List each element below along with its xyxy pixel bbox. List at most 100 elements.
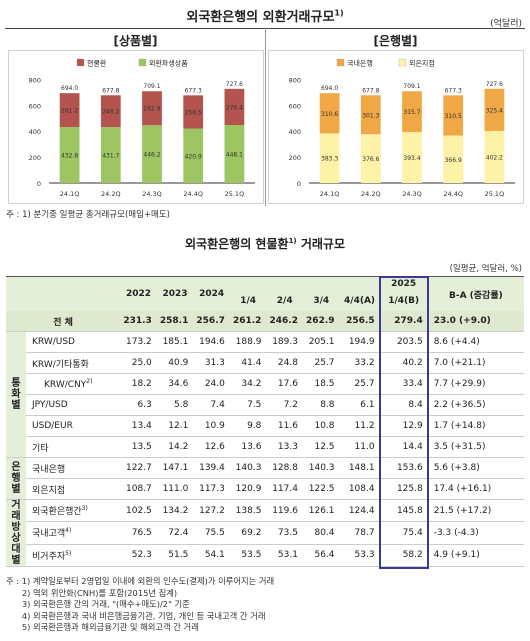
row-label-text: 국내은행	[32, 464, 66, 475]
category-label-b: 상 대 별	[11, 533, 21, 566]
cell-ba: 1.7 (+14.8)	[427, 415, 524, 437]
cell: 11.6	[266, 415, 303, 437]
cell: 194.9	[339, 331, 380, 353]
header-q2: 2/4	[266, 291, 303, 311]
cell: 205.1	[302, 331, 340, 353]
cell: 33.2	[339, 352, 380, 374]
header-2025: 2025	[379, 276, 428, 291]
cell: 256.7	[193, 311, 230, 332]
row-label-footnote: 2)	[86, 378, 93, 385]
row-label-text: 기타	[32, 443, 49, 454]
row-label-text: 외국환은행간	[32, 507, 82, 518]
cell: 12.9	[379, 415, 428, 437]
bar-value-label: 432.8	[61, 152, 78, 159]
cell: 25.0	[120, 352, 157, 374]
cell: 262.9	[302, 311, 340, 332]
bar-value-label: 261.2	[61, 108, 78, 115]
cell: 12.1	[156, 415, 194, 437]
cell: 12.5	[302, 436, 340, 458]
table-row-total: 전 체 231.3 258.1 256.7 261.2 246.2 262.9 …	[6, 311, 524, 332]
fx-spot-table: 2022 2023 2024 2025 B-A (증감률) 1/4 2/4 3/…	[6, 276, 524, 568]
bar-total-label: 677.8	[362, 87, 379, 94]
chart-title-product: [상품별]	[113, 34, 158, 48]
cell: 14.4	[379, 436, 428, 458]
cell: 40.9	[156, 352, 194, 374]
x-tick-label: 24.1Q	[320, 190, 340, 198]
cell-ba: 2.2 (+36.5)	[427, 394, 524, 416]
cell: 117.3	[193, 478, 230, 500]
cell: 246.2	[266, 311, 303, 332]
bar-total-label: 727.6	[226, 81, 243, 88]
cell: 78.7	[339, 521, 380, 545]
cell-ba: 21.5 (+17.2)	[427, 499, 524, 523]
cell: 9.8	[229, 415, 267, 437]
header-2024-quarters	[229, 276, 380, 291]
cell: 173.2	[120, 331, 157, 353]
bar-segment	[59, 93, 80, 127]
bar-segment	[443, 135, 464, 183]
bar-total-label: 677.3	[445, 87, 462, 94]
chart-panel-bank: 0 200 400 600 800 383.3 310.6 694.0 24.1Q 376.6 30…	[268, 50, 524, 204]
bar-value-label: 446.2	[143, 152, 160, 159]
cell: 8.8	[302, 394, 340, 416]
cell: 147.1	[156, 457, 194, 479]
cell: 18.2	[120, 373, 157, 395]
table-row: KRW/CNY2) 18.2 34.6 24.0 34.2 17.6 18.5 25.7 33.…	[6, 373, 524, 395]
x-tick-label: 25.1Q	[485, 190, 505, 198]
x-tick-label: 25.1Q	[225, 190, 245, 198]
cell: 51.5	[156, 544, 194, 568]
cell: 13.5	[120, 436, 157, 458]
cell: 41.4	[229, 352, 267, 374]
bar-segment	[142, 91, 162, 126]
bar-segment	[183, 95, 204, 129]
table-row: 외은지점 108.7 111.0 117.3 120.9 117.4 122.5 108.4 1…	[6, 478, 524, 500]
row-label-footnote: 4)	[65, 527, 72, 535]
cell: 80.4	[302, 521, 340, 545]
x-tick-label: 24.2Q	[361, 190, 381, 198]
highlight-2025-column	[378, 275, 429, 569]
cell: 24.0	[193, 373, 230, 395]
legend-swatch	[336, 58, 345, 67]
y-tick-label: 0	[297, 180, 301, 188]
legend-swatch	[398, 58, 407, 67]
bar-value-label: 431.7	[102, 153, 119, 160]
cell: 53.5	[229, 544, 267, 568]
bar-value-label: 448.1	[226, 152, 243, 159]
row-label: KRW/USD	[26, 331, 121, 353]
bar-value-label: 393.4	[403, 155, 420, 162]
note-line: 2) 역외 위안화(CNH)를 포함(2015년 집계)	[6, 587, 178, 598]
cell: 148.1	[339, 457, 380, 479]
chart-title-bank: [은행별]	[373, 34, 418, 48]
cell: 138.5	[229, 499, 267, 523]
cell: 256.5	[339, 311, 380, 332]
cell: 124.4	[339, 499, 380, 523]
row-label-text: KRW/USD	[32, 337, 75, 347]
header-ba: B-A (증감률)	[427, 276, 524, 311]
cell-ba: -3.3 (-4.3)	[427, 521, 524, 545]
cell: 122.5	[302, 478, 340, 500]
main-title: 외국환은행의 외환거래규모1)	[186, 8, 344, 25]
cell: 25.7	[302, 352, 340, 374]
bar-total-label: 694.0	[321, 85, 338, 92]
category-label: 통 화 별	[6, 331, 27, 458]
cell: 145.8	[379, 499, 428, 523]
header-q4: 4/4(A)	[339, 291, 380, 311]
cell: 34.2	[229, 373, 267, 395]
footnote-top: 주 : 1) 분기중 일평균 총거래규모(매입+매도)	[6, 210, 170, 220]
x-tick-label: 24.4Q	[183, 190, 203, 198]
cell: 76.5	[120, 521, 157, 545]
x-tick-label: 24.2Q	[101, 190, 121, 198]
header-2022: 2022	[120, 276, 157, 311]
bar-segment	[100, 127, 121, 183]
cell-ba: 7.0 (+21.1)	[427, 352, 524, 374]
cell: 111.0	[156, 478, 194, 500]
row-label-text: 국내고객	[32, 529, 66, 540]
cell-ba: 4.9 (+9.1)	[427, 544, 524, 568]
cell-ba: 17.4 (+16.1)	[427, 478, 524, 500]
bar-value-label: 262.9	[143, 106, 160, 113]
cell: 6.3	[120, 394, 157, 416]
bar-total-label: 694.0	[61, 85, 78, 92]
cell: 231.3	[120, 311, 157, 332]
category-label-text: 은 행 별	[11, 462, 21, 495]
